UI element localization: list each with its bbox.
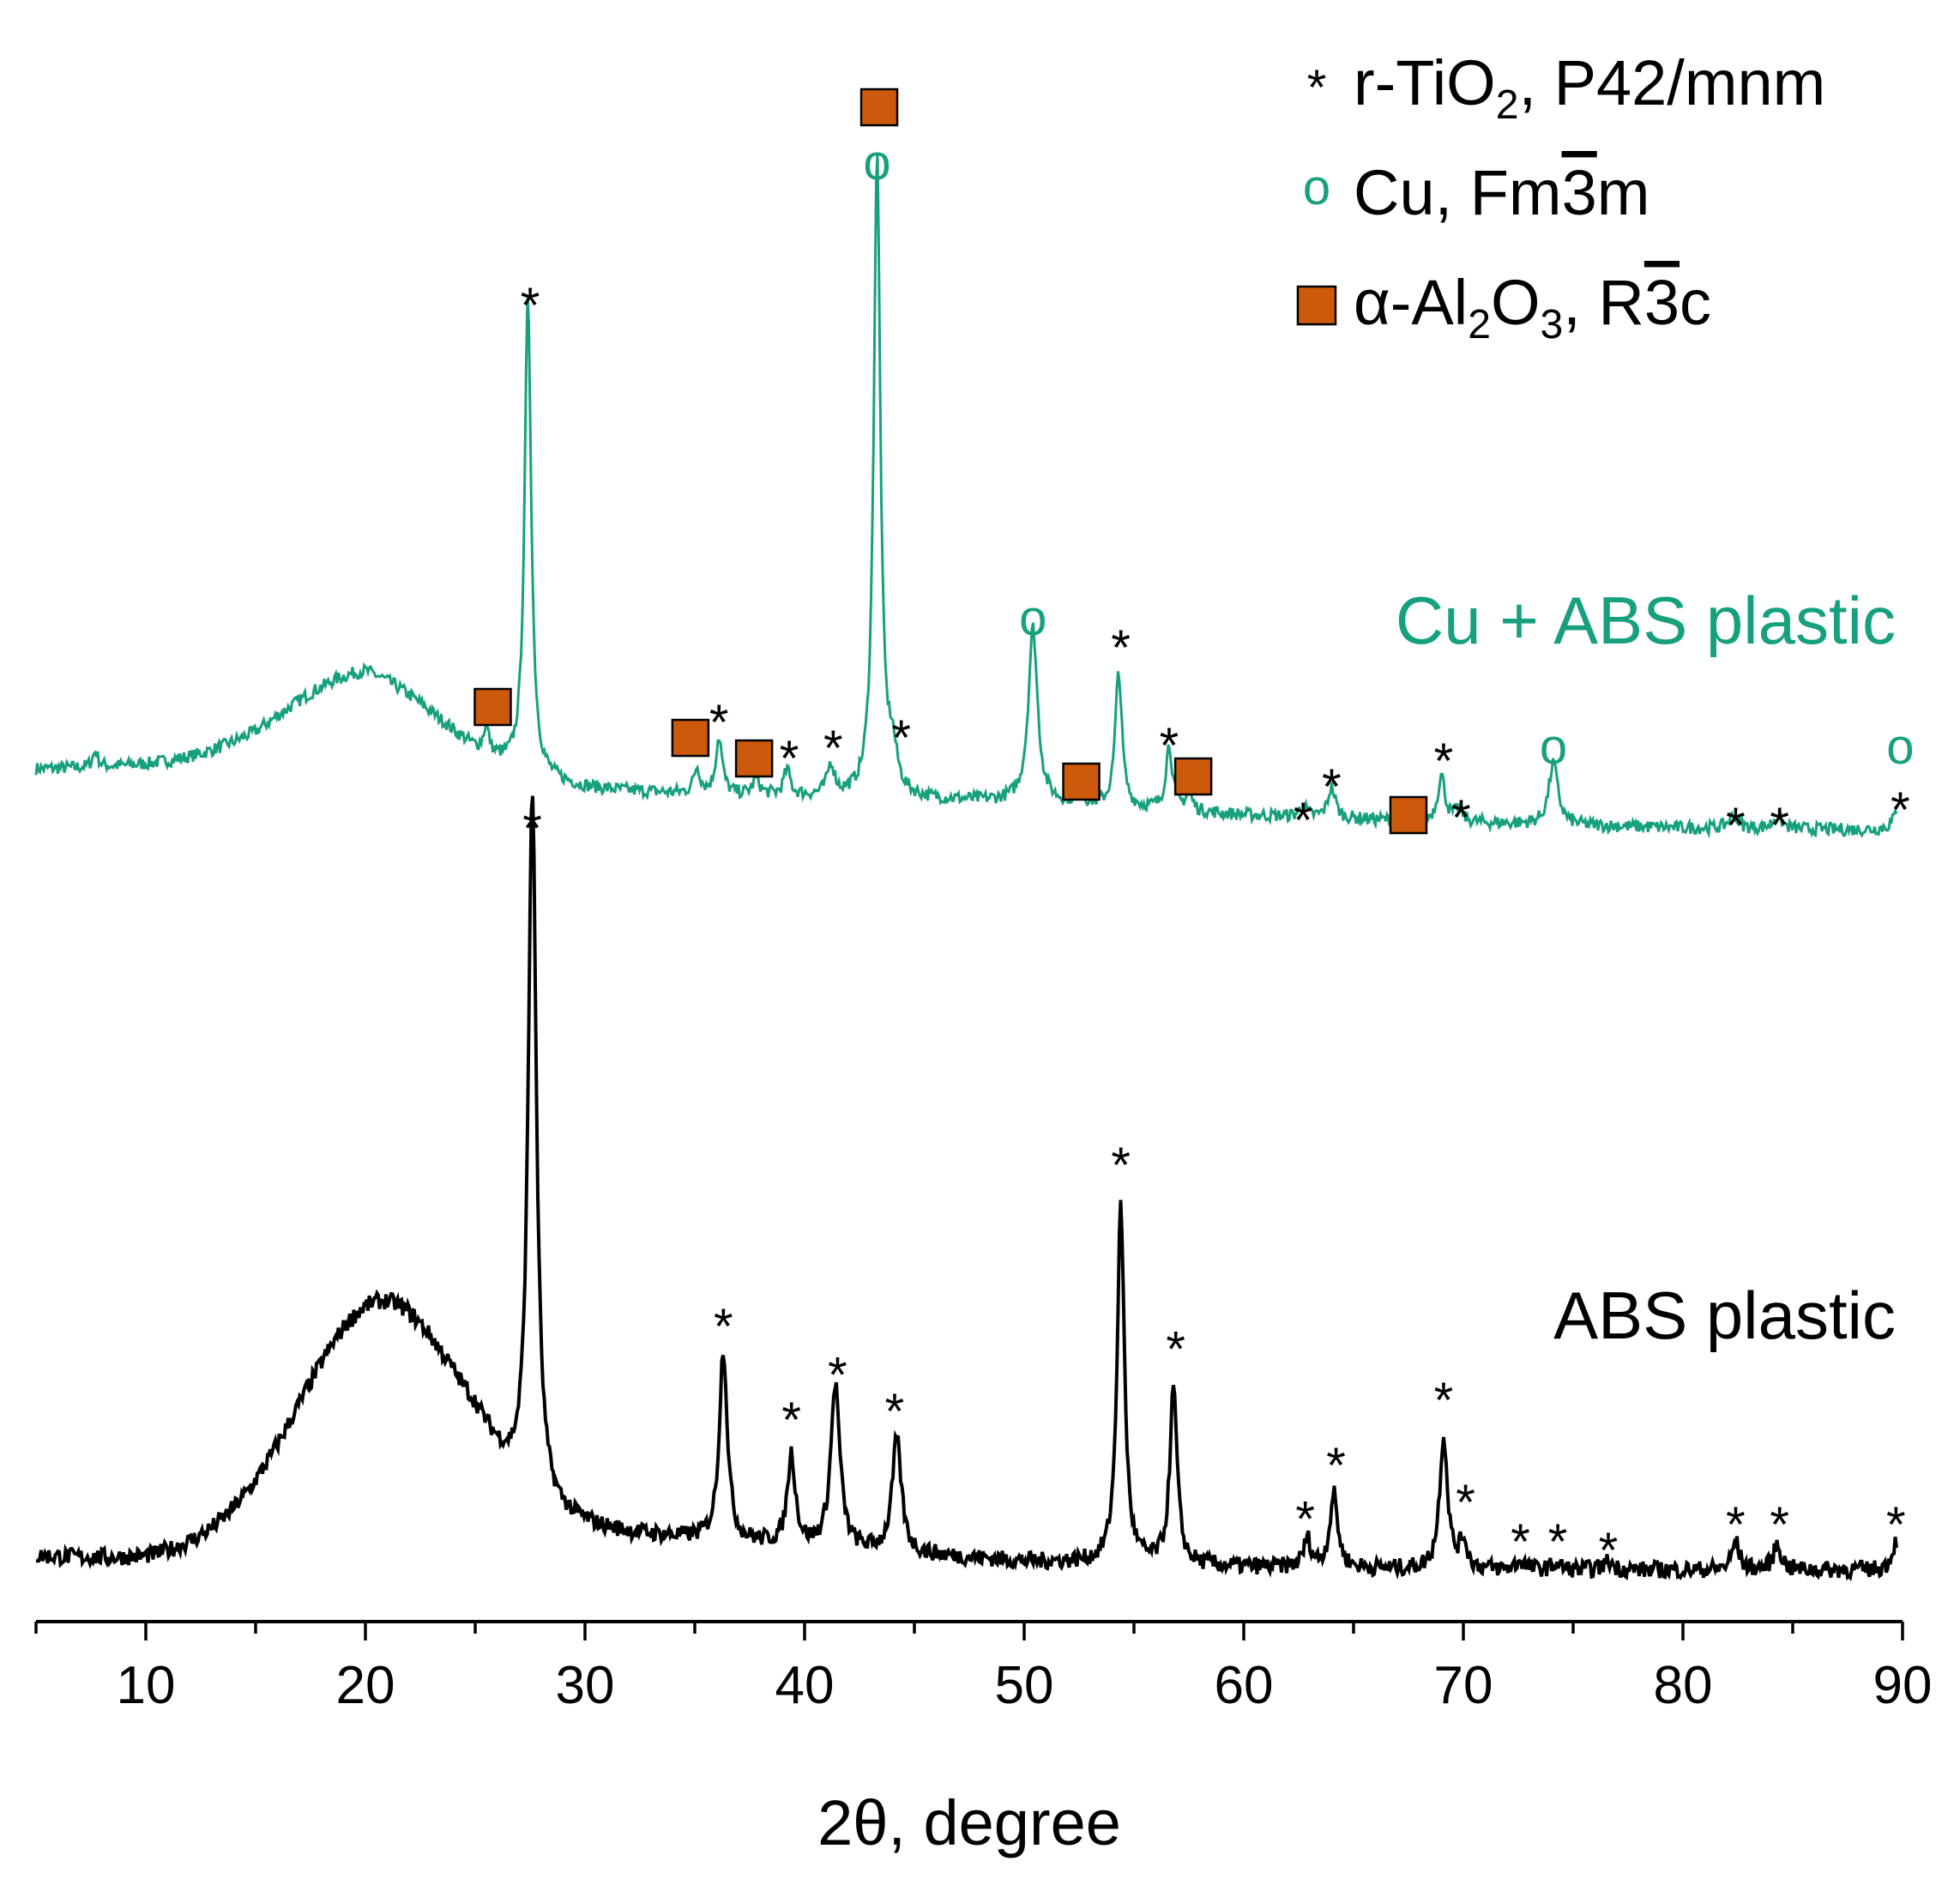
- al2o3-peak-marker: [1389, 795, 1428, 835]
- traces-layer: [34, 154, 1898, 1582]
- cu-peak-marker: o: [1540, 719, 1567, 775]
- series-label-abs: ABS plastic: [1553, 1278, 1896, 1353]
- tio2-peak-marker: *: [1548, 1514, 1568, 1570]
- al2o3-peak-marker: [859, 88, 899, 127]
- x-tick-label: 80: [1654, 1656, 1713, 1715]
- series-line-abs: [35, 795, 1898, 1582]
- cu-peak-marker: o: [1019, 590, 1046, 646]
- tio2-peak-marker: *: [1434, 1373, 1454, 1429]
- tio2-peak-marker: *: [1111, 620, 1131, 676]
- x-tick-label: 60: [1215, 1656, 1274, 1715]
- tio2-peak-marker: *: [1451, 790, 1471, 846]
- tio2-peak-marker: *: [1886, 1497, 1906, 1553]
- tio2-peak-marker: *: [1891, 782, 1910, 838]
- al2o3-peak-marker: [734, 739, 774, 778]
- tio2-peak-marker: *: [714, 1299, 733, 1355]
- x-tick-label: 10: [117, 1656, 176, 1715]
- cu-peak-marker: o: [863, 135, 890, 190]
- peak-markers-layer: * * * * o * o * * * * * * o * * * o * * * * * * * * * * * * * * * * *: [473, 88, 1915, 1579]
- legend-square-icon: [1296, 285, 1337, 326]
- tio2-peak-marker: *: [1770, 798, 1789, 854]
- tio2-peak-marker: *: [1726, 798, 1746, 854]
- tio2-peak-marker: *: [823, 721, 843, 776]
- tio2-peak-marker: *: [1160, 718, 1179, 774]
- tio2-peak-marker: *: [891, 710, 911, 766]
- al2o3-peak-marker: [671, 718, 710, 758]
- x-tick-label: 20: [336, 1656, 395, 1715]
- al2o3-peak-marker: [473, 687, 512, 727]
- tio2-peak-marker: *: [521, 278, 540, 334]
- tio2-peak-marker: *: [1326, 1438, 1346, 1494]
- cu-peak-marker: o: [1886, 719, 1914, 775]
- tio2-peak-marker: *: [828, 1347, 847, 1403]
- legend-asterisk-icon: *: [1307, 60, 1327, 116]
- tio2-peak-marker: *: [781, 1393, 801, 1448]
- al2o3-peak-marker: [1173, 757, 1213, 796]
- tio2-peak-marker: *: [885, 1384, 905, 1440]
- tio2-peak-marker: *: [1294, 793, 1313, 849]
- tio2-peak-marker: *: [709, 695, 729, 751]
- tio2-peak-marker: *: [1599, 1523, 1619, 1579]
- tio2-peak-marker: *: [522, 801, 542, 856]
- tio2-peak-marker: *: [1726, 1497, 1746, 1553]
- tio2-peak-marker: *: [1770, 1497, 1789, 1553]
- tio2-peak-marker: *: [1322, 759, 1342, 815]
- al2o3-peak-marker: [1062, 762, 1101, 801]
- tio2-peak-marker: *: [1295, 1492, 1315, 1548]
- tio2-peak-marker: *: [1456, 1475, 1475, 1531]
- x-axis: 10 20 30 40 50 60 70 80 90: [34, 1620, 1933, 1715]
- tio2-peak-marker: *: [1166, 1322, 1185, 1378]
- tio2-peak-marker: *: [1434, 734, 1454, 789]
- x-tick-label: 70: [1434, 1656, 1493, 1715]
- x-tick-label: 90: [1873, 1656, 1933, 1715]
- tio2-peak-marker: *: [1511, 1514, 1530, 1570]
- legend: * r-TiO2, P42/mnm o Cu, Fm3m α-Al2O3, R3c: [1296, 47, 1825, 347]
- legend-label-al2o3: α-Al2O3, R3c: [1354, 267, 1711, 347]
- legend-label-cu: Cu, Fm3m: [1354, 157, 1649, 228]
- x-tick-label: 30: [556, 1656, 615, 1715]
- series-line-cu-abs: [34, 154, 1898, 839]
- series-label-cu-abs: Cu + ABS plastic: [1396, 583, 1896, 658]
- tio2-peak-marker: *: [1111, 1138, 1131, 1193]
- x-axis-label: 2θ, degree: [817, 1787, 1121, 1858]
- x-tick-label: 40: [775, 1656, 835, 1715]
- x-tick-label: 50: [995, 1656, 1054, 1715]
- legend-circle-icon: o: [1303, 160, 1330, 215]
- legend-label-tio2: r-TiO2, P42/mnm: [1354, 47, 1825, 128]
- tio2-peak-marker: *: [780, 731, 799, 787]
